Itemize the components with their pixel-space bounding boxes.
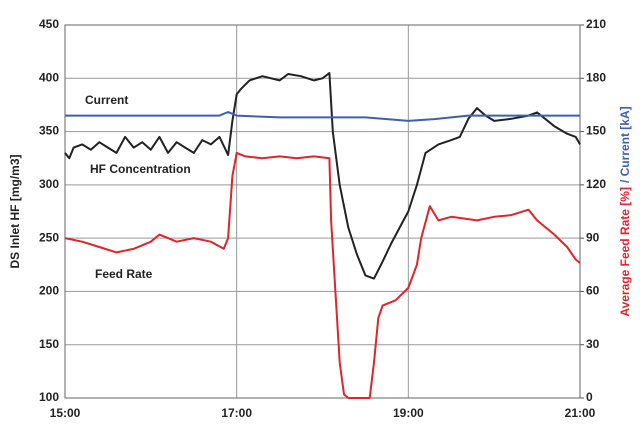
y-tick-label: 300	[39, 177, 59, 191]
y2-axis-label: Average Feed Rate [%] / Current [kA]	[618, 106, 632, 316]
series-label: Current	[85, 93, 128, 107]
y2-tick-label: 90	[586, 230, 600, 244]
y2-tick-label: 30	[586, 337, 600, 351]
series-line	[64, 72, 581, 280]
x-tick-label: 19:00	[393, 406, 424, 420]
y-tick-label: 450	[39, 17, 59, 31]
y2-tick-label: 60	[586, 284, 600, 298]
x-tick-label: 17:00	[221, 406, 252, 420]
y-tick-label: 250	[39, 230, 59, 244]
x-tick-label: 21:00	[565, 406, 596, 420]
series-line	[65, 111, 580, 122]
y-tick-label: 200	[39, 284, 59, 298]
plot-frame	[64, 24, 581, 399]
series-line	[64, 151, 581, 399]
y-tick-label: 100	[39, 390, 59, 404]
y-tick-label: 400	[39, 70, 59, 84]
y-axis-label: DS Inlet HF [mg/m3]	[8, 154, 22, 268]
y2-axis-label-part: Average Feed Rate [%]	[618, 187, 632, 317]
y2-tick-label: 180	[586, 70, 606, 84]
y2-tick-label: 120	[586, 177, 606, 191]
y2-tick-label: 150	[586, 124, 606, 138]
y2-axis-label-part: / Current [kA]	[618, 106, 632, 183]
x-tick-label: 15:00	[50, 406, 81, 420]
y2-tick-label: 0	[586, 390, 593, 404]
y-tick-label: 150	[39, 337, 59, 351]
series-label: HF Concentration	[90, 162, 191, 176]
y2-tick-label: 210	[586, 17, 606, 31]
y-tick-label: 350	[39, 124, 59, 138]
series-label: Feed Rate	[95, 267, 153, 281]
